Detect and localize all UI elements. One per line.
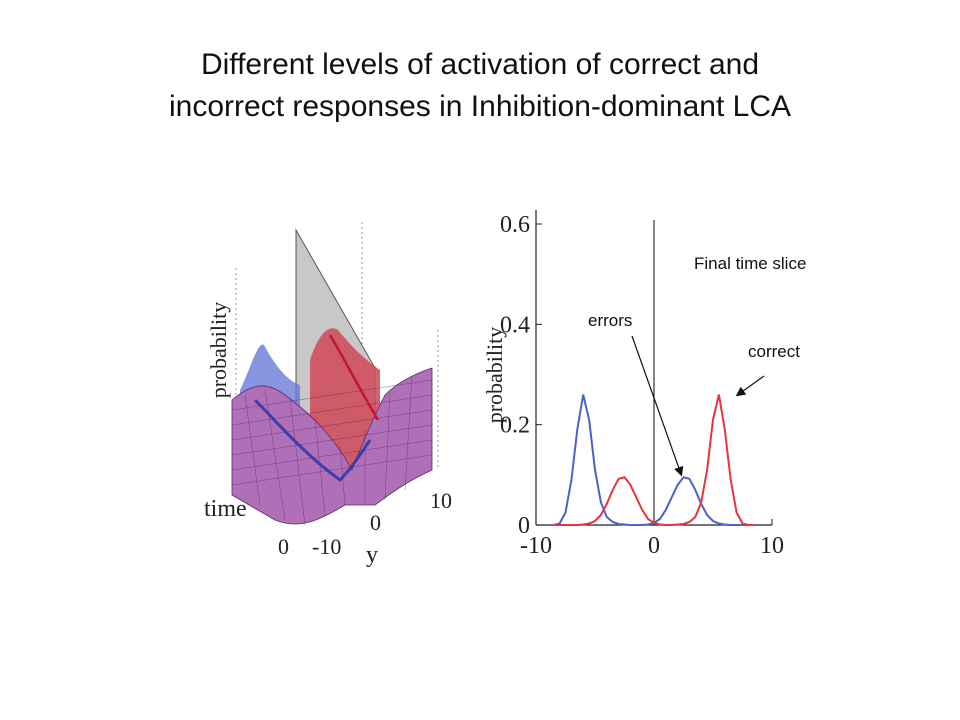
y-tick-label: 0.2 bbox=[500, 413, 530, 439]
chart-ticks: 00.20.40.6-10 0 10 bbox=[500, 212, 784, 559]
x-tick-label: 10 bbox=[760, 533, 784, 559]
series-line-1 bbox=[553, 394, 755, 526]
x-tick-label: 0 bbox=[648, 533, 660, 559]
annotation-correct-label: correct bbox=[748, 342, 800, 361]
y-tick-label: 0 bbox=[518, 513, 530, 539]
correct-arrow bbox=[735, 375, 765, 397]
y-tick-label: 0.4 bbox=[500, 312, 530, 338]
annotation-errors-label: errors bbox=[588, 311, 632, 330]
slide-title: Different levels of activation of correc… bbox=[0, 44, 960, 128]
x-tick-label: -10 bbox=[520, 533, 552, 559]
chart-annotations bbox=[631, 335, 765, 477]
title-line-2: incorrect responses in Inhibition-domina… bbox=[169, 90, 791, 123]
chart-annotation-title: Final time slice bbox=[694, 254, 806, 273]
y-tick-label: 0.6 bbox=[500, 212, 530, 238]
errors-arrow bbox=[631, 335, 684, 477]
chart-series bbox=[553, 394, 755, 526]
title-line-1: Different levels of activation of correc… bbox=[200, 48, 760, 81]
chart-ylabel: probability bbox=[482, 327, 507, 424]
